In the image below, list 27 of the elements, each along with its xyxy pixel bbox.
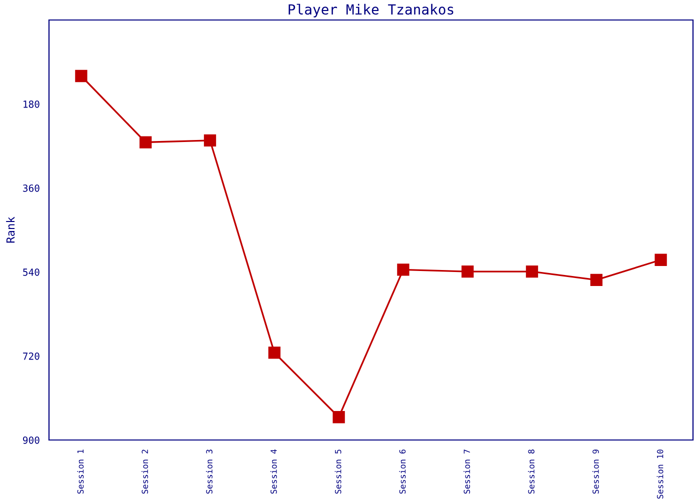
point (268, 346, 280, 359)
x-tick-label: Session 1 (77, 450, 84, 494)
x-tick-label: Session 6 (399, 450, 406, 494)
x-tick-label: Session 2 (142, 450, 148, 494)
y-axis-title: Rank (6, 216, 15, 243)
y-tick-label: 540 (23, 268, 40, 276)
point (397, 264, 410, 276)
x-tick-label: Session 7 (464, 450, 470, 494)
point (204, 134, 216, 146)
x-tick-label: Session 10 (656, 450, 664, 499)
x-tick-label: Session 3 (206, 450, 212, 494)
y-tick-label: 180 (24, 100, 40, 108)
point (75, 70, 88, 82)
point (462, 265, 474, 278)
y-tick-label: 900 (23, 436, 40, 444)
x-tick-label: Session 8 (528, 450, 534, 494)
point (140, 136, 152, 148)
y-tick-label: 720 (23, 352, 40, 360)
chart-title: Player Mike Tzanakos (288, 4, 454, 18)
x-tick-label: Session 5 (334, 450, 342, 494)
point (654, 254, 667, 266)
x-tick-label: Session 9 (592, 450, 599, 494)
point (526, 265, 538, 278)
y-tick-label: 360 (23, 184, 40, 192)
point (590, 274, 602, 286)
point (332, 411, 345, 424)
x-tick-label: Session 4 (270, 449, 277, 494)
